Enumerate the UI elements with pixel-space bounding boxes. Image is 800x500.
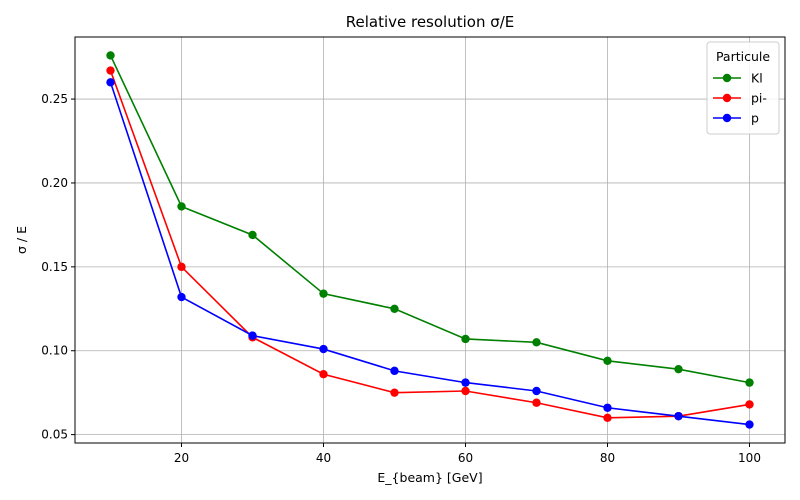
data-point-p — [106, 78, 115, 87]
data-point-p — [745, 420, 754, 429]
x-tick-label: 80 — [600, 451, 615, 465]
legend-title: Particule — [716, 49, 770, 64]
data-point-kl — [532, 338, 541, 347]
data-point-kl — [319, 289, 328, 298]
data-point-kl — [603, 356, 612, 365]
data-point-pi — [461, 386, 470, 396]
data-point-kl — [248, 230, 257, 240]
x-tick-label: 100 — [738, 451, 761, 465]
data-point-pi — [603, 413, 612, 423]
data-point-pi — [532, 398, 541, 407]
y-tick-label: 0.20 — [41, 176, 68, 190]
data-point-pi — [106, 66, 115, 75]
data-point-pi — [745, 400, 754, 409]
data-point-kl — [177, 202, 186, 211]
y-tick-label: 0.05 — [41, 428, 68, 442]
legend: Particule Kl pi-p — [706, 41, 780, 135]
legend-items: Kl pi-p — [713, 71, 767, 126]
y-tick-label: 0.25 — [41, 92, 68, 106]
grid — [75, 37, 785, 443]
data-point-pi — [390, 388, 399, 397]
data-point-p — [177, 292, 186, 302]
data-point-p — [674, 411, 683, 421]
legend-label-p: p — [751, 111, 759, 126]
data-point-p — [532, 386, 541, 396]
series-line-pi — [109, 70, 750, 419]
legend-marker-p — [722, 113, 732, 123]
data-point-p — [603, 403, 612, 412]
y-tick-label: 0.10 — [41, 344, 68, 358]
legend-label-pi: pi- — [751, 91, 767, 106]
legend-marker-pi — [722, 93, 732, 103]
x-tick-label: 40 — [316, 451, 331, 465]
data-point-kl — [674, 364, 683, 374]
data-point-kl — [461, 334, 470, 344]
x-axis-label: E_{beam} [GeV] — [377, 470, 482, 485]
data-point-pi — [319, 370, 328, 379]
data-point-pi — [177, 262, 186, 272]
legend-label-kl: Kl — [751, 71, 763, 86]
x-tick-label: 20 — [174, 451, 189, 465]
plot-frame — [74, 36, 786, 444]
data-point-kl — [390, 304, 399, 313]
legend-marker-kl — [722, 73, 732, 83]
data-point-kl — [745, 378, 754, 387]
series-line-kl — [109, 55, 750, 384]
data-point-p — [390, 366, 399, 376]
y-tick-label: 0.15 — [41, 260, 68, 274]
data-point-p — [461, 378, 470, 387]
data-point-p — [319, 344, 328, 354]
y-axis-label: σ / E — [14, 226, 29, 254]
series-line-p — [109, 82, 750, 426]
data-point-kl — [106, 51, 115, 60]
axis-ticks: 20 40 60 80 100 0.05 0.10 0.15 0.20 0.25 — [41, 92, 761, 465]
chart-title: Relative resolution σ/E — [346, 13, 515, 31]
data-point-p — [248, 331, 257, 340]
series-layer — [106, 51, 754, 429]
legend-box — [706, 41, 780, 135]
x-tick-label: 60 — [458, 451, 473, 465]
